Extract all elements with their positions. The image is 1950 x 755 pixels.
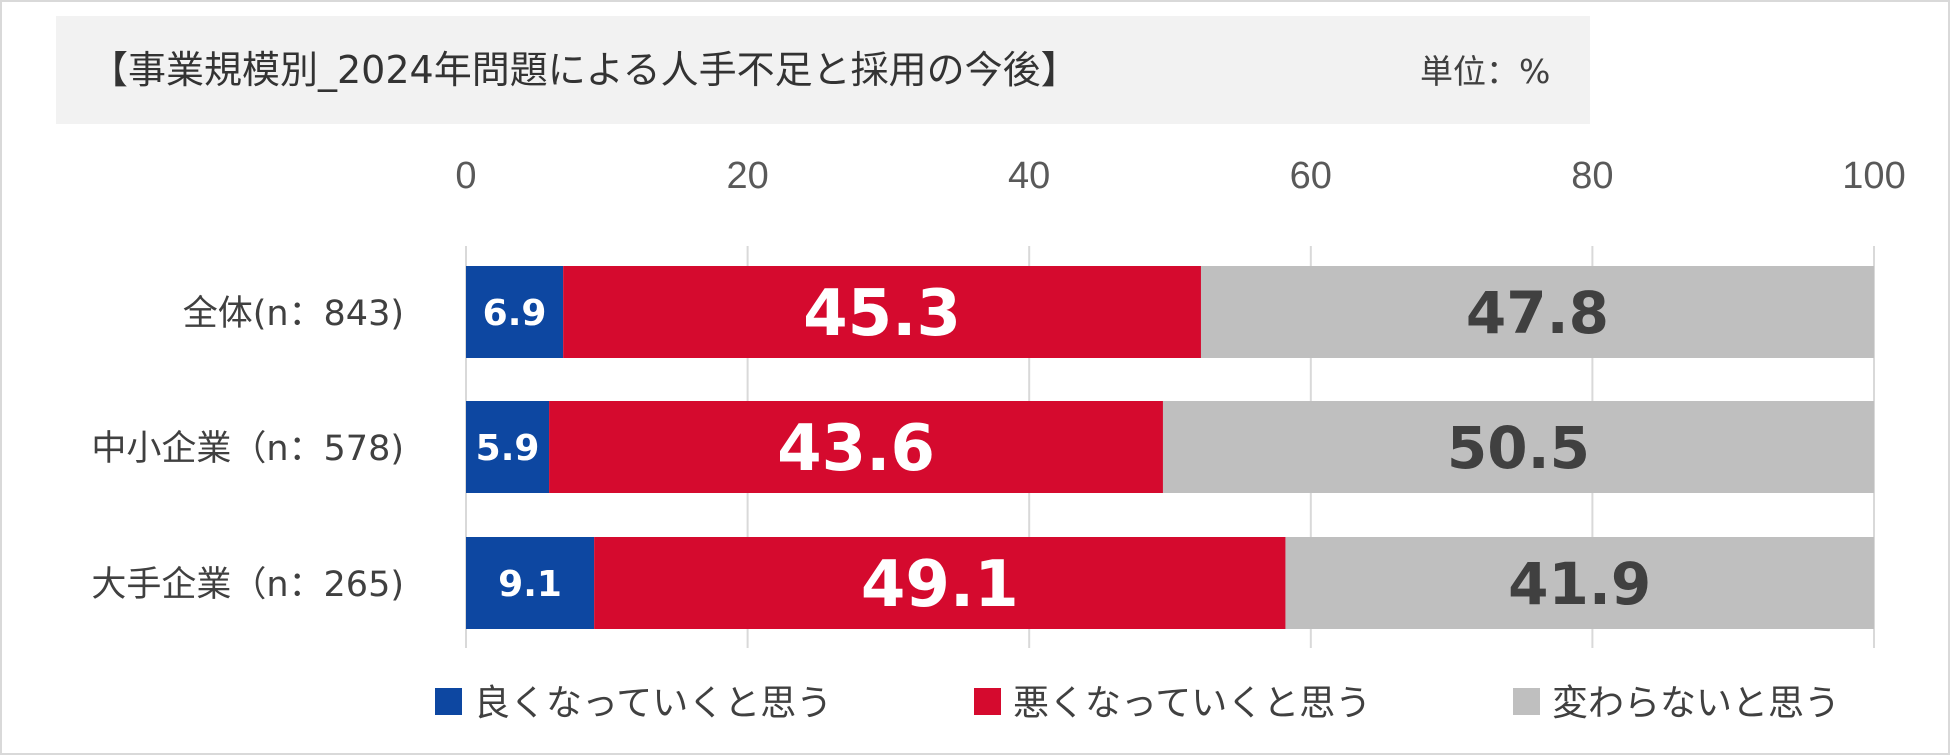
bars [466,266,1874,629]
x-tick-label: 40 [1008,155,1050,197]
bar-segment [1162,401,1874,493]
bar-segment [466,537,595,629]
x-tick-label: 60 [1290,155,1332,197]
x-tick-label: 100 [1842,155,1905,197]
data-label: 6.9 [483,293,547,334]
bar-segment [1285,537,1874,629]
bar-segment [549,401,1163,493]
data-label: 43.6 [777,412,935,486]
bar-segment [594,537,1286,629]
data-label: 47.8 [1466,279,1609,347]
x-axis-ticks: 0 20 40 60 80 100 [455,155,1905,197]
data-label: 50.5 [1447,414,1590,482]
bar-segment [563,266,1201,358]
legend: 良くなっていくと思う 悪くなっていくと思う 変わらないと思う [435,683,1840,724]
data-label: 9.1 [498,564,562,605]
data-label: 49.1 [861,548,1019,622]
legend-swatch [974,688,1001,715]
data-labels: 6.9 45.3 47.8 5.9 43.6 50.5 9.1 49.1 41.9 [476,277,1652,622]
data-label: 5.9 [476,428,540,469]
x-tick-label: 0 [455,155,476,197]
data-label: 41.9 [1508,550,1651,618]
x-tick-label: 80 [1571,155,1613,197]
unit-label: 単位：% [1420,52,1551,91]
y-axis-categories: 全体(n：843) 中小企業（n：578) 大手企業（n：265) [91,294,404,605]
legend-label: 変わらないと思う [1552,683,1840,724]
data-label: 45.3 [803,277,961,351]
title-box: 【事業規模別_2024年問題による人手不足と採用の今後】 単位：% [56,16,1590,124]
category-label: 中小企業（n：578) [91,429,404,469]
category-label: 大手企業（n：265) [91,565,404,605]
legend-label: 良くなっていくと思う [474,683,832,724]
legend-label: 悪くなっていくと思う [1013,683,1371,724]
category-label: 全体(n：843) [183,294,404,334]
legend-swatch [1513,688,1540,715]
x-tick-label: 20 [726,155,768,197]
legend-swatch [435,688,462,715]
bar-segment [466,266,564,358]
bar-segment [466,401,550,493]
chart-title: 【事業規模別_2024年問題による人手不足と採用の今後】 [90,48,1079,92]
bar-segment [1200,266,1874,358]
